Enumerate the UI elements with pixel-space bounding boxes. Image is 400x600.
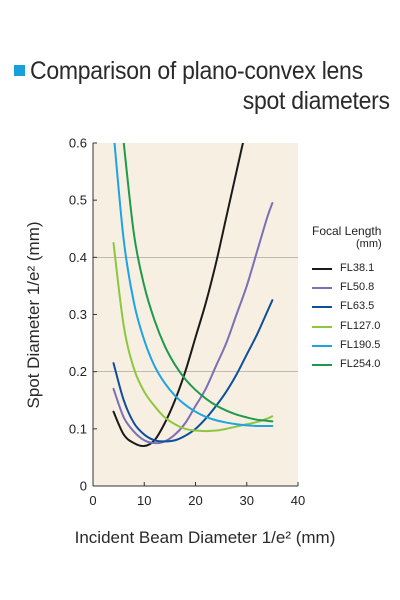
legend-label: FL254.0 <box>340 358 381 370</box>
y-tick-label: 0 <box>80 479 87 494</box>
legend-label: FL50.8 <box>340 281 375 294</box>
legend-swatch <box>312 344 332 347</box>
x-tick-label: 0 <box>89 493 96 508</box>
y-tick-label: 0.1 <box>69 421 87 436</box>
x-tick-label: 40 <box>291 493 305 508</box>
y-tick-label: 0.3 <box>69 307 87 322</box>
legend-label: FL63.5 <box>340 300 375 313</box>
legend-title: Focal Length <box>312 224 382 238</box>
legend-label: FL190.5 <box>340 338 381 351</box>
y-tick-label: 0.6 <box>69 136 87 151</box>
legend-swatch <box>312 325 332 328</box>
series-line-fl190-5 <box>113 143 274 428</box>
title-bullet-icon <box>14 65 25 76</box>
x-axis-label: Incident Beam Diameter 1/e² (mm) <box>74 528 336 547</box>
y-tick-label: 0.5 <box>69 193 87 208</box>
legend-swatch <box>312 287 332 290</box>
chart-title-line2: spot diameters <box>243 87 390 115</box>
legend-label: FL127.0 <box>340 319 381 332</box>
legend-swatch <box>312 364 332 366</box>
y-tick-label: 0.4 <box>69 250 87 265</box>
legend-label: FL38.1 <box>340 262 375 274</box>
legend-swatch <box>312 306 332 309</box>
series-line-fl127-0 <box>112 242 274 433</box>
legend-unit: (mm) <box>356 238 382 250</box>
legend-swatch <box>312 268 332 270</box>
x-tick-label: 10 <box>137 493 151 508</box>
series-line-fl50-8 <box>112 202 274 445</box>
x-tick-label: 30 <box>240 493 254 508</box>
y-axis-label: Spot Diameter 1/e² (mm) <box>24 221 43 409</box>
y-tick-label: 0.2 <box>69 364 87 379</box>
x-tick-label: 20 <box>188 493 202 508</box>
series-line-fl254-0 <box>122 143 274 423</box>
series-line-fl38-1 <box>112 143 244 448</box>
chart-title-line1: Comparison of plano-convex lens <box>30 57 363 85</box>
series-line-fl63-5 <box>112 299 274 443</box>
